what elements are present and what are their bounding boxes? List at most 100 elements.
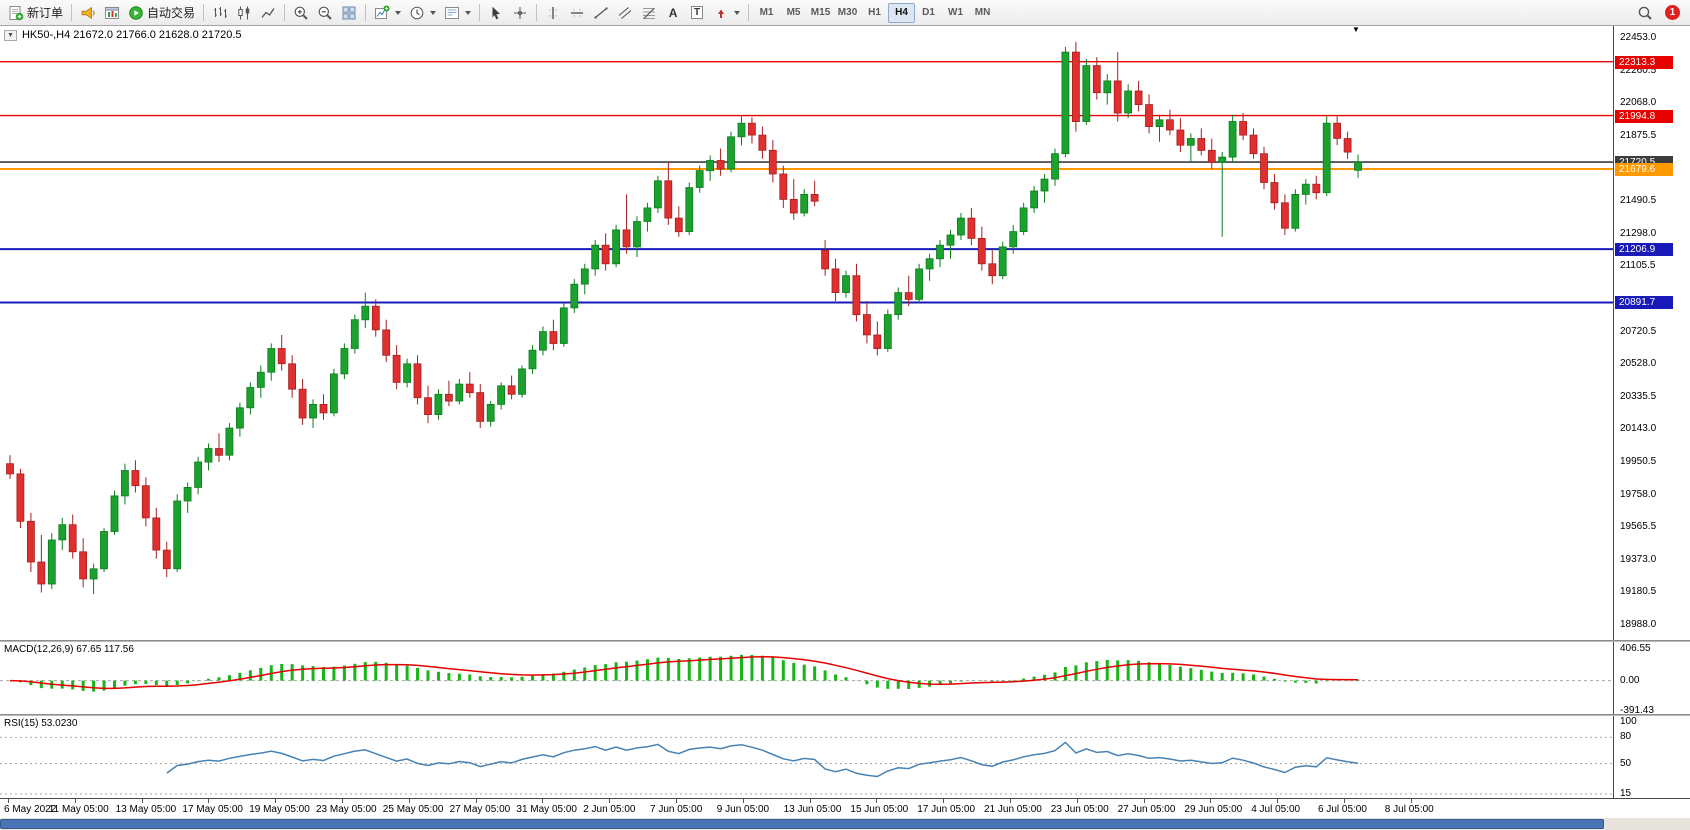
time-axis-label: 4 Jul 05:00	[1251, 804, 1301, 815]
autotrading-button[interactable]: 自动交易	[124, 2, 199, 24]
price-axis-label: 20720.5	[1620, 325, 1657, 337]
zoom-in-button[interactable]	[289, 2, 313, 24]
macd-label: MACD(12,26,9) 67.65 117.56	[4, 644, 134, 655]
rsi-axis: 100 80 50 15	[1613, 716, 1690, 799]
announcement-horn-icon	[81, 6, 95, 19]
toolbar: 新订单 自动交易	[0, 0, 1690, 26]
announcement-button[interactable]	[76, 2, 100, 24]
new-chart-button[interactable]	[370, 2, 405, 24]
periods-button[interactable]	[405, 2, 440, 24]
time-axis-tick	[1277, 799, 1279, 803]
chart-ohlc-text: HK50-,H4 21672.0 21766.0 21628.0 21720.5	[21, 29, 242, 41]
time-axis-label: 8 Jul 05:00	[1384, 804, 1434, 815]
macd-axis: 406.55 0.00 -391.43	[1613, 642, 1690, 716]
arrows-dropdown-caret	[734, 10, 741, 15]
fibonacci-tool-button[interactable]	[637, 2, 661, 24]
text-tool-button[interactable]: A	[661, 2, 685, 24]
text-label-tool-button[interactable]: T	[685, 2, 709, 24]
time-axis[interactable]: 6 May 2022 11 May 05:00 13 May 05:00 17 May…	[0, 798, 1690, 818]
chart-window-button[interactable]	[100, 2, 124, 24]
fibonacci-icon	[643, 7, 656, 19]
cursor-button[interactable]	[484, 2, 508, 24]
time-axis-tick	[542, 799, 544, 803]
tile-windows-button[interactable]	[337, 2, 361, 24]
trendline-icon	[594, 7, 608, 18]
toolbar-separator	[748, 4, 750, 21]
candles-layer	[6, 41, 1362, 595]
rsi-axis-label: 15	[1620, 788, 1632, 799]
rsi-axis-label: 80	[1620, 731, 1632, 743]
toolbar-separator	[365, 4, 367, 21]
timeframe-mn[interactable]: MN	[974, 7, 991, 18]
horizontal-line-tool-button[interactable]	[565, 2, 589, 24]
time-axis-label: 31 May 05:00	[516, 804, 577, 815]
rsi-panel[interactable]: RSI(15) 53.0230	[0, 716, 1613, 798]
zoom-out-icon	[318, 6, 332, 20]
price-axis-label: 19565.5	[1620, 521, 1657, 533]
line-chart-button[interactable]	[256, 2, 280, 24]
macd-panel[interactable]: MACD(12,26,9) 67.65 117.56	[0, 642, 1613, 714]
time-axis-label: 19 May 05:00	[249, 804, 310, 815]
crosshair-icon	[514, 6, 527, 19]
vertical-line-tool-button[interactable]	[541, 2, 565, 24]
arrows-tool-button[interactable]	[709, 2, 744, 24]
price-axis[interactable]: 22453.0 22260.5 22068.0 21875.5 21490.5 21298…	[1613, 26, 1690, 640]
horizontal-lines[interactable]	[0, 61, 1613, 304]
bar-chart-icon	[214, 6, 228, 18]
chart-window-icon	[105, 6, 120, 19]
time-axis-label: 29 Jun 05:00	[1184, 804, 1243, 815]
price-axis-label: 22453.0	[1620, 32, 1657, 43]
price-tag: 20891.7	[1615, 296, 1673, 310]
trendline-tool-button[interactable]	[589, 2, 613, 24]
timeframe-h1[interactable]: H1	[868, 7, 881, 18]
chart-area: ▼ HK50-,H4 21672.0 21766.0 21628.0 21720…	[0, 26, 1690, 830]
new-order-label: 新订单	[27, 6, 64, 20]
rsi-panel-divider[interactable]	[0, 714, 1690, 716]
crosshair-button[interactable]	[508, 2, 532, 24]
timeframe-d1[interactable]: D1	[922, 7, 935, 18]
time-axis-tick	[742, 799, 744, 803]
time-axis-label: 7 Jun 05:00	[650, 804, 703, 815]
horizontal-scrollbar[interactable]	[0, 818, 1690, 830]
toolbar-separator	[71, 4, 73, 21]
notification-badge[interactable]: 1	[1665, 5, 1680, 20]
price-axis-label: 19373.0	[1620, 553, 1657, 565]
chart-shift-marker[interactable]: ▼	[1352, 25, 1360, 34]
timeframe-m30[interactable]: M30	[837, 7, 858, 18]
text-label-tool-icon: T	[690, 6, 704, 19]
macd-signal-line	[9, 656, 1359, 690]
collapse-chart-button[interactable]: ▼	[4, 29, 17, 41]
timeframe-m5[interactable]: M5	[786, 7, 801, 18]
time-axis-label: 27 Jun 05:00	[1117, 804, 1176, 815]
zoom-in-icon	[294, 6, 308, 20]
timeframe-m15[interactable]: M15	[810, 7, 831, 18]
bar-chart-button[interactable]	[208, 2, 232, 24]
time-axis-label: 13 May 05:00	[115, 804, 177, 815]
periods-clock-icon	[410, 6, 424, 19]
time-axis-tick	[1010, 799, 1011, 803]
macd-axis-label: 0.00	[1620, 674, 1640, 686]
new-order-button[interactable]: 新订单	[4, 2, 67, 24]
price-axis-label: 19950.5	[1620, 455, 1657, 467]
macd-axis-label: -391.43	[1620, 705, 1654, 716]
time-axis-tick	[1076, 799, 1078, 803]
search-button[interactable]	[1633, 2, 1657, 24]
timeframe-w1[interactable]: W1	[948, 7, 964, 18]
time-axis-tick	[809, 799, 811, 803]
time-axis-label: 23 Jun 05:00	[1050, 804, 1109, 815]
channel-tool-button[interactable]	[613, 2, 637, 24]
time-axis-tick	[475, 799, 477, 803]
timeframe-h4[interactable]: H4	[888, 2, 916, 23]
time-axis-tick	[1210, 799, 1212, 803]
main-chart-plot[interactable]: ▼ HK50-,H4 21672.0 21766.0 21628.0 21720…	[0, 26, 1613, 640]
price-tag: 21994.8	[1615, 109, 1673, 123]
timeframe-m1[interactable]: M1	[759, 7, 774, 18]
macd-panel-divider[interactable]	[0, 640, 1690, 642]
price-tag: 22313.3	[1615, 55, 1673, 69]
templates-button[interactable]	[440, 2, 475, 24]
zoom-out-button[interactable]	[313, 2, 337, 24]
price-tag: 21206.9	[1615, 243, 1673, 257]
text-tool-icon: A	[668, 5, 678, 20]
scrollbar-thumb[interactable]	[0, 819, 1604, 829]
candlestick-chart-button[interactable]	[232, 2, 256, 24]
